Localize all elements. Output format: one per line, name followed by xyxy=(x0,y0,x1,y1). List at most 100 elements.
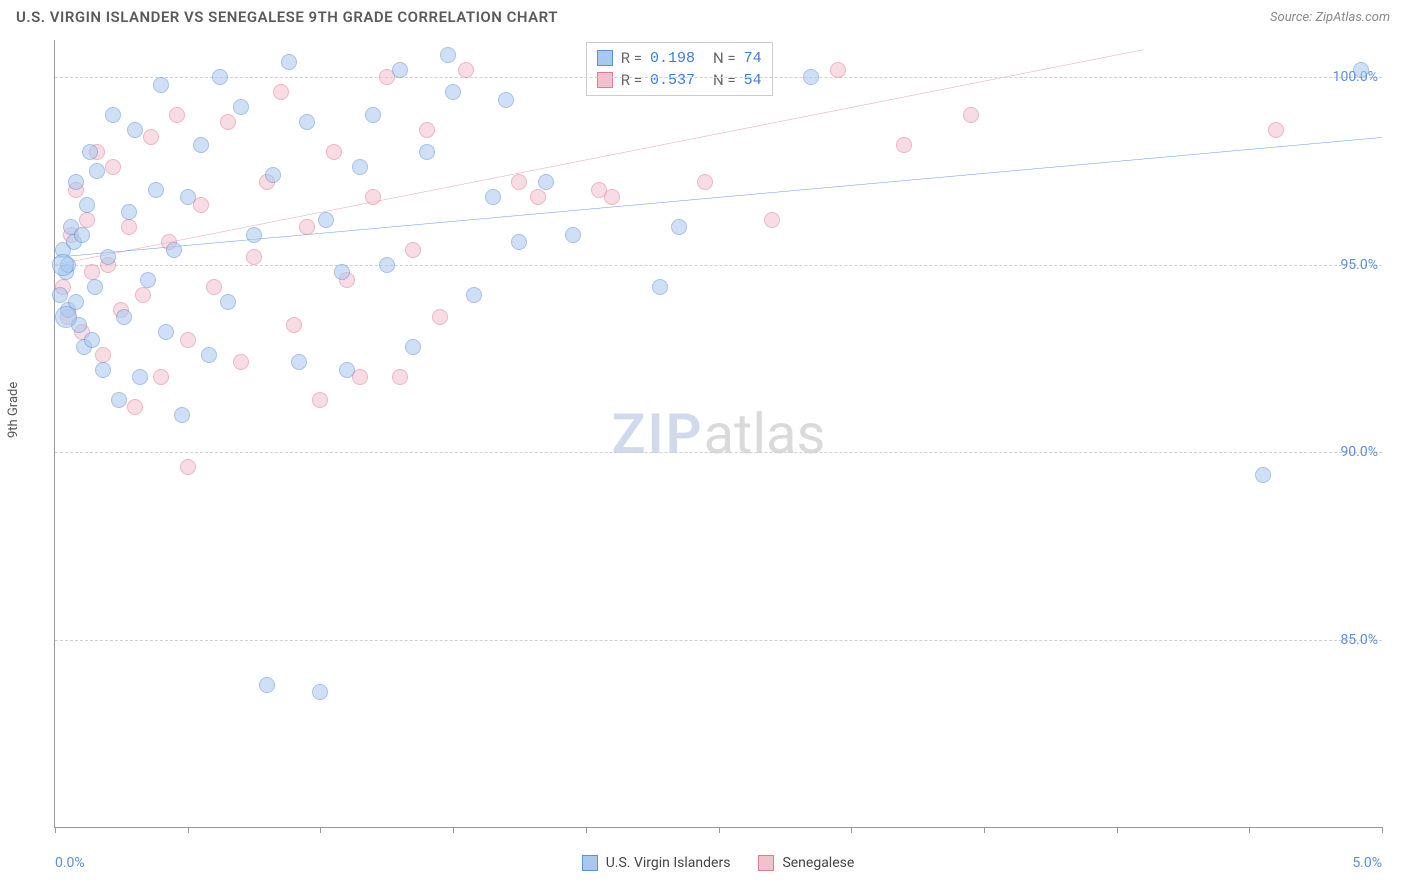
scatter-point xyxy=(259,677,275,693)
scatter-point xyxy=(565,227,581,243)
scatter-point xyxy=(193,137,209,153)
gridline-h xyxy=(55,640,1382,641)
scatter-point xyxy=(392,62,408,78)
scatter-point xyxy=(392,369,408,385)
x-tick xyxy=(984,827,985,833)
scatter-point xyxy=(365,107,381,123)
x-tick xyxy=(453,827,454,833)
scatter-point xyxy=(538,174,554,190)
scatter-point xyxy=(1268,122,1284,138)
legend-swatch xyxy=(597,72,613,88)
legend-swatch xyxy=(582,855,598,871)
legend-swatch xyxy=(758,855,774,871)
scatter-point xyxy=(419,144,435,160)
stat-r-label: R = xyxy=(621,71,642,89)
y-tick-label: 95.0% xyxy=(1340,257,1378,273)
scatter-point xyxy=(419,122,435,138)
scatter-point xyxy=(82,144,98,160)
scatter-point xyxy=(233,99,249,115)
scatter-point xyxy=(84,332,100,348)
scatter-point xyxy=(1255,467,1271,483)
scatter-point xyxy=(246,227,262,243)
scatter-point xyxy=(530,189,546,205)
stat-r-value: 0.537 xyxy=(650,72,695,89)
gridline-h xyxy=(55,77,1382,78)
scatter-point xyxy=(286,317,302,333)
scatter-point xyxy=(68,174,84,190)
scatter-point xyxy=(220,294,236,310)
scatter-point xyxy=(127,122,143,138)
scatter-point xyxy=(379,257,395,273)
chart-source: Source: ZipAtlas.com xyxy=(1270,10,1390,25)
scatter-point xyxy=(445,84,461,100)
scatter-point xyxy=(830,62,846,78)
scatter-point xyxy=(52,254,74,276)
legend-label: U.S. Virgin Islanders xyxy=(606,855,731,871)
scatter-point xyxy=(105,107,121,123)
x-tick xyxy=(1382,827,1383,833)
legend-stat-row: R =0.537N =54 xyxy=(597,69,762,91)
stat-r-label: R = xyxy=(621,49,642,67)
y-axis-label: 9th Grade xyxy=(6,382,21,438)
scatter-point xyxy=(84,264,100,280)
scatter-point xyxy=(79,212,95,228)
scatter-point xyxy=(220,114,236,130)
x-tick xyxy=(1249,827,1250,833)
scatter-point xyxy=(352,159,368,175)
scatter-point xyxy=(246,249,262,265)
scatter-point xyxy=(121,204,137,220)
scatter-point xyxy=(440,47,456,63)
scatter-point xyxy=(299,114,315,130)
scatter-point xyxy=(405,242,421,258)
scatter-point xyxy=(511,234,527,250)
scatter-point xyxy=(153,77,169,93)
stat-n-label: N = xyxy=(713,71,736,89)
y-tick-label: 85.0% xyxy=(1340,632,1378,648)
scatter-point xyxy=(174,407,190,423)
scatter-point xyxy=(140,272,156,288)
scatter-point xyxy=(312,392,328,408)
x-tick xyxy=(188,827,189,833)
stat-r-value: 0.198 xyxy=(650,50,695,67)
scatter-point xyxy=(87,279,103,295)
scatter-point xyxy=(121,219,137,235)
chart-header: U.S. VIRGIN ISLANDER VS SENEGALESE 9TH G… xyxy=(0,0,1406,30)
x-tick xyxy=(55,827,56,833)
x-tick xyxy=(719,827,720,833)
scatter-point xyxy=(803,69,819,85)
scatter-point xyxy=(212,69,228,85)
scatter-point xyxy=(466,287,482,303)
scatter-point xyxy=(105,159,121,175)
y-tick-label: 90.0% xyxy=(1340,444,1378,460)
scatter-point xyxy=(365,189,381,205)
plot-area: ZIPatlas R =0.198N =74R =0.537N =54 85.0… xyxy=(54,40,1382,828)
scatter-point xyxy=(458,62,474,78)
scatter-point xyxy=(89,163,105,179)
scatter-point xyxy=(896,137,912,153)
trend-lines xyxy=(55,40,1382,827)
scatter-point xyxy=(100,249,116,265)
scatter-point xyxy=(498,92,514,108)
scatter-point xyxy=(180,332,196,348)
x-tick xyxy=(851,827,852,833)
chart-container: 9th Grade ZIPatlas R =0.198N =74R =0.537… xyxy=(16,40,1390,876)
watermark-part2: atlas xyxy=(704,401,826,467)
scatter-point xyxy=(95,362,111,378)
stat-n-value: 74 xyxy=(744,50,762,67)
scatter-point xyxy=(334,264,350,280)
scatter-point xyxy=(652,279,668,295)
scatter-point xyxy=(166,242,182,258)
legend-label: Senegalese xyxy=(782,855,854,871)
scatter-point xyxy=(963,107,979,123)
source-name: ZipAtlas.com xyxy=(1315,10,1390,25)
x-tick xyxy=(1117,827,1118,833)
legend-item: U.S. Virgin Islanders xyxy=(582,855,731,871)
x-tick xyxy=(586,827,587,833)
scatter-point xyxy=(291,354,307,370)
scatter-point xyxy=(312,684,328,700)
scatter-point xyxy=(233,354,249,370)
scatter-point xyxy=(485,189,501,205)
scatter-point xyxy=(95,347,111,363)
scatter-point xyxy=(318,212,334,228)
scatter-point xyxy=(405,339,421,355)
